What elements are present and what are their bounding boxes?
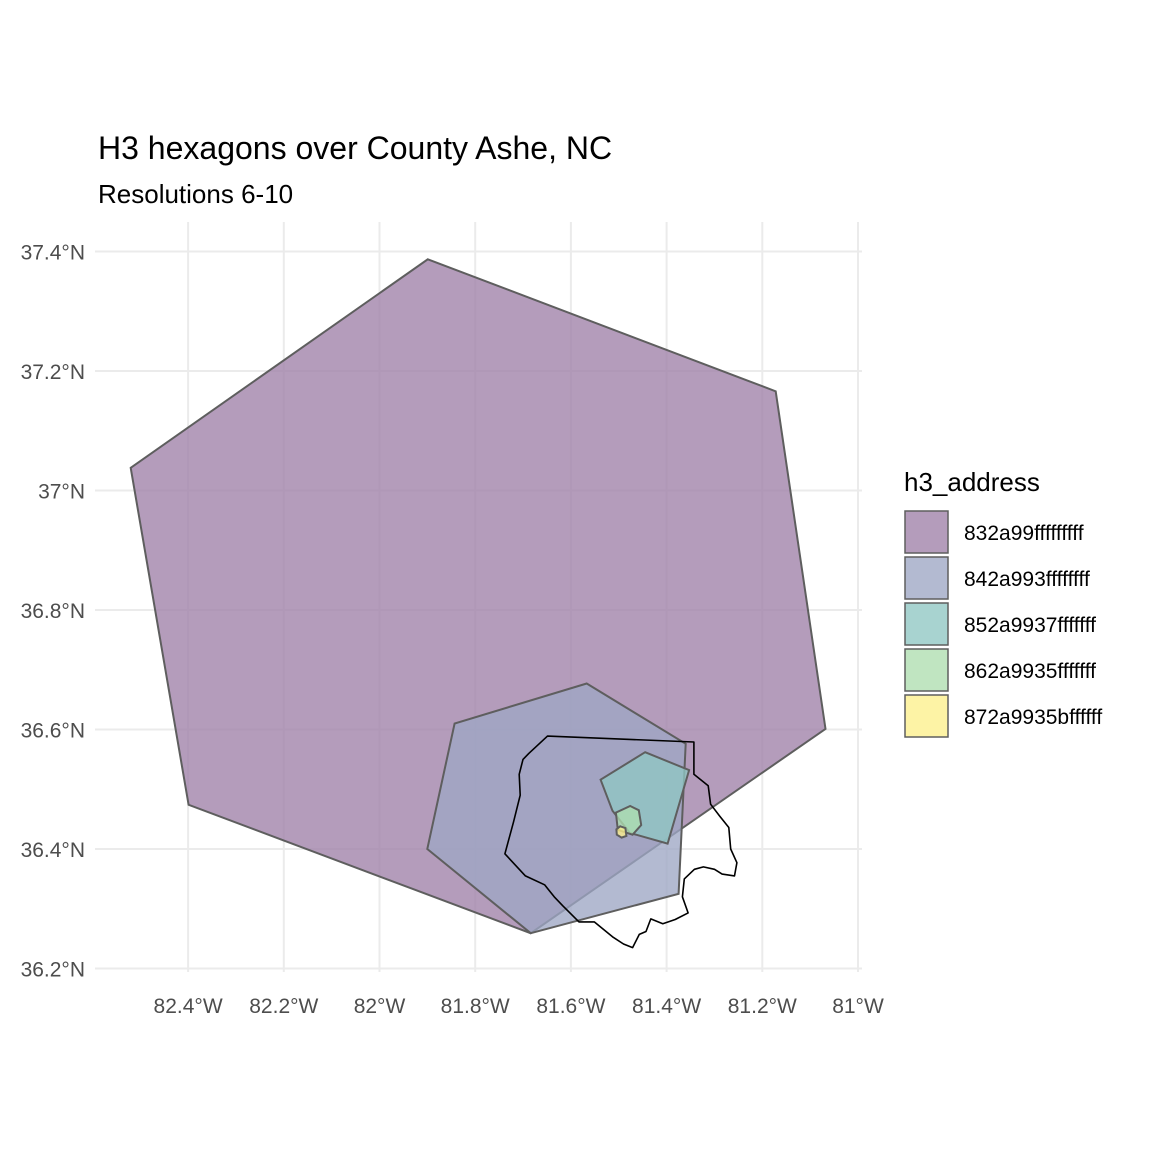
legend-label-862a9935fffffff: 862a9935fffffff [964,660,1096,683]
x-axis-ticks: 82.4°W 82.2°W 82°W 81.8°W 81.6°W 81.4°W 81.2°W… [154,995,884,1018]
legend-key-842a993ffffffff [904,556,949,600]
x-tick-label: 82.2°W [249,995,318,1018]
y-tick-label: 36.6°N [21,720,85,743]
legend-label-872a9935bffffff: 872a9935bffffff [964,706,1102,729]
x-tick-label: 81°W [832,995,884,1018]
x-tick-label: 81.8°W [441,995,510,1018]
x-tick-label: 82°W [354,995,406,1018]
y-tick-label: 36.8°N [21,600,85,623]
legend-title: h3_address [904,467,1040,497]
y-tick-label: 37.4°N [21,242,85,265]
chart-title: H3 hexagons over County Ashe, NC [98,130,612,166]
y-tick-label: 37.2°N [21,361,85,384]
legend-key-852a9937fffffff [904,602,949,646]
legend-label-842a993ffffffff: 842a993ffffffff [964,568,1090,591]
legend-label-852a9937fffffff: 852a9937fffffff [964,614,1096,637]
x-tick-label: 82.4°W [154,995,223,1018]
y-tick-label: 36.4°N [21,839,85,862]
x-tick-label: 81.6°W [536,995,605,1018]
legend-key-862a9935fffffff [904,648,949,692]
x-tick-label: 81.2°W [728,995,797,1018]
legend-key-872a9935bffffff [904,694,949,738]
legend-label-832a99fffffffff: 832a99fffffffff [964,522,1084,545]
y-tick-label: 37°N [38,481,85,504]
hexagon-layer [129,258,827,935]
legend: h3_address 832a99fffffffff 842a993fffffff… [904,467,1102,738]
x-tick-label: 81.4°W [632,995,701,1018]
y-axis-ticks: 36.2°N 36.4°N 36.6°N 36.8°N 37°N 37.2°N 37.4°N [21,242,85,982]
hexagon-842a993ffffffff [426,682,687,935]
hexagon-872a9935bffffff [615,825,628,839]
county-ashe-outline [504,735,738,949]
chart-subtitle: Resolutions 6-10 [98,179,293,209]
legend-key-832a99fffffffff [904,510,949,554]
y-tick-label: 36.2°N [21,959,85,982]
county-outline-layer [504,735,738,949]
